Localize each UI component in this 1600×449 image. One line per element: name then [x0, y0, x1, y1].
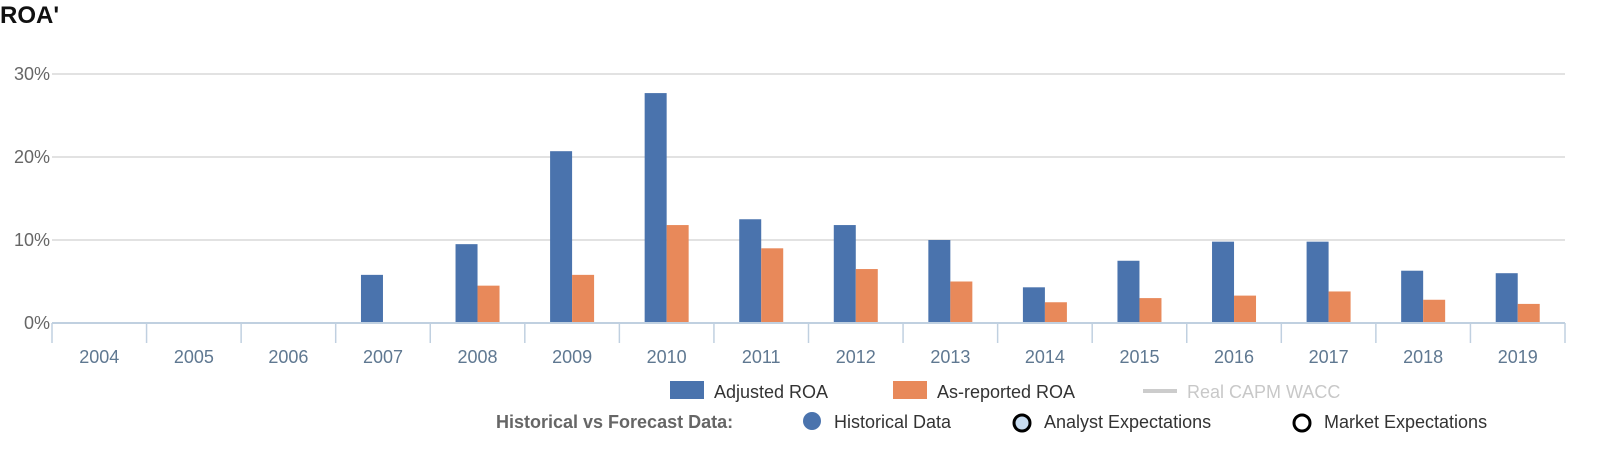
- x-tick-label: 2016: [1214, 347, 1254, 367]
- legend-item-adjusted-roa[interactable]: Adjusted ROA: [670, 381, 828, 402]
- x-tick-label: 2017: [1309, 347, 1349, 367]
- x-tick-label: 2004: [79, 347, 119, 367]
- adjusted-roa-bar[interactable]: [833, 225, 856, 323]
- x-tick-label: 2010: [647, 347, 687, 367]
- as-reported-roa-bar[interactable]: [477, 285, 500, 323]
- forecast-legend-item[interactable]: Historical Data: [803, 412, 952, 432]
- adjusted-roa-bar[interactable]: [644, 93, 667, 323]
- x-tick-label: 2015: [1119, 347, 1159, 367]
- adjusted-roa-bar[interactable]: [550, 151, 573, 323]
- x-tick-label: 2019: [1498, 347, 1538, 367]
- adjusted-roa-bar[interactable]: [1401, 270, 1424, 323]
- adjusted-roa-bar[interactable]: [739, 219, 762, 323]
- forecast-legend-label: Analyst Expectations: [1044, 412, 1211, 432]
- legend-label: As-reported ROA: [937, 382, 1075, 402]
- x-tick-label: 2009: [552, 347, 592, 367]
- ring-light-icon: [1012, 413, 1032, 433]
- forecast-legend-label: Historical Data: [834, 412, 952, 432]
- x-tick-label: 2013: [930, 347, 970, 367]
- legend-label: Real CAPM WACC: [1187, 382, 1340, 402]
- as-reported-roa-bar[interactable]: [761, 248, 784, 323]
- adjusted-roa-bar[interactable]: [1117, 260, 1140, 323]
- adjusted-roa-bar[interactable]: [928, 240, 951, 323]
- forecast-legend-item[interactable]: Analyst Expectations: [1012, 412, 1211, 433]
- adjusted-roa-bar[interactable]: [1022, 287, 1045, 323]
- x-tick-label: 2014: [1025, 347, 1065, 367]
- y-axis-ticks: 0% 10% 20% 30%: [14, 64, 50, 333]
- bars: [360, 93, 1540, 324]
- legend-label: Adjusted ROA: [714, 382, 828, 402]
- legend-item-as-reported-roa[interactable]: As-reported ROA: [893, 381, 1075, 402]
- x-tick-label: 2007: [363, 347, 403, 367]
- filled-circle-icon: [803, 412, 821, 430]
- as-reported-roa-bar[interactable]: [1423, 299, 1446, 323]
- forecast-legend-item[interactable]: Market Expectations: [1292, 412, 1487, 433]
- as-reported-roa-bar[interactable]: [1139, 298, 1162, 323]
- as-reported-roa-bar[interactable]: [572, 274, 595, 323]
- adjusted-roa-bar[interactable]: [1495, 273, 1518, 323]
- y-tick-label: 20%: [14, 147, 50, 167]
- x-tick-label: 2012: [836, 347, 876, 367]
- x-tick-label: 2018: [1403, 347, 1443, 367]
- as-reported-roa-bar[interactable]: [950, 281, 973, 324]
- as-reported-roa-bar[interactable]: [1044, 302, 1067, 323]
- y-tick-label: 30%: [14, 64, 50, 84]
- grid-lines: [52, 73, 1565, 241]
- x-axis: 2004 2005 2006 2007 2008 2009 2010 2011 2012 2013…: [51, 322, 1566, 367]
- legend-swatch: [893, 381, 927, 399]
- ring-icon: [1292, 413, 1312, 433]
- legend-swatch: [670, 381, 704, 399]
- as-reported-roa-bar[interactable]: [1328, 291, 1351, 323]
- forecast-legend-heading: Historical vs Forecast Data:: [496, 412, 733, 432]
- y-tick-label: 0%: [24, 313, 50, 333]
- adjusted-roa-bar[interactable]: [1212, 241, 1235, 323]
- legend-item-real-capm-wacc[interactable]: Real CAPM WACC: [1143, 382, 1340, 402]
- x-tick-label: 2005: [174, 347, 214, 367]
- forecast-legend-label: Market Expectations: [1324, 412, 1487, 432]
- y-tick-label: 10%: [14, 230, 50, 250]
- as-reported-roa-bar[interactable]: [666, 225, 689, 323]
- x-tick-label: 2011: [742, 347, 781, 367]
- adjusted-roa-bar[interactable]: [455, 244, 478, 323]
- forecast-legend[interactable]: Historical vs Forecast Data: Historical D…: [496, 412, 1487, 433]
- chart-title: ROA': [0, 2, 60, 29]
- adjusted-roa-bar[interactable]: [1306, 241, 1329, 323]
- as-reported-roa-bar[interactable]: [855, 269, 878, 323]
- legend[interactable]: Adjusted ROA As-reported ROA Real CAPM WAC…: [670, 381, 1340, 402]
- as-reported-roa-bar[interactable]: [1234, 295, 1257, 323]
- x-tick-label: 2008: [458, 347, 498, 367]
- as-reported-roa-bar[interactable]: [1517, 303, 1540, 323]
- adjusted-roa-bar[interactable]: [360, 274, 383, 323]
- x-tick-label: 2006: [268, 347, 308, 367]
